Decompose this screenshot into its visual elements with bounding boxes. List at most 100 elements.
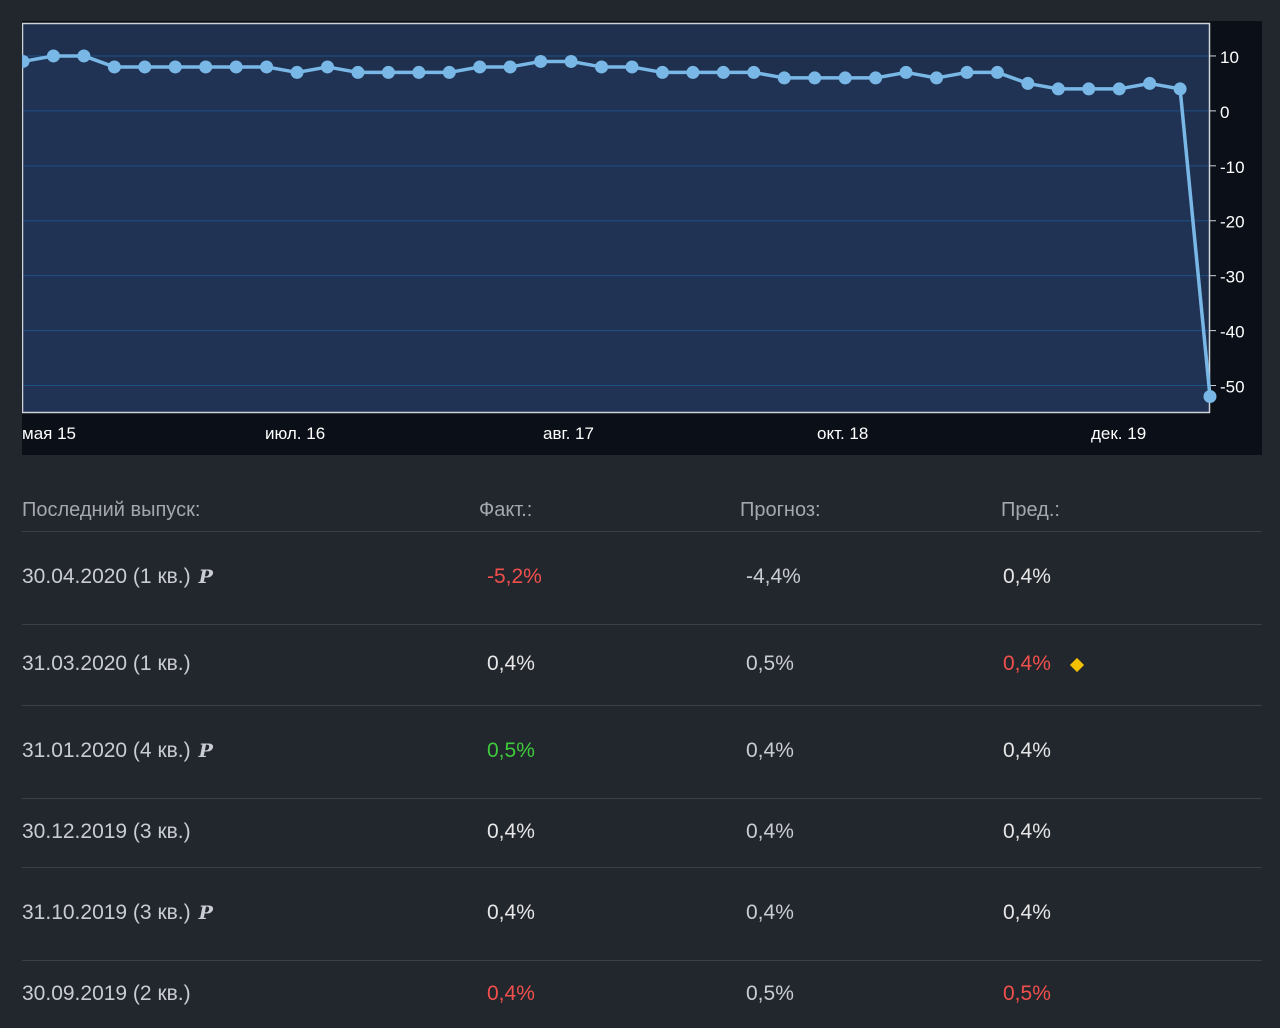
header-forecast: Прогноз: <box>740 499 821 521</box>
preliminary-icon: P <box>198 740 213 762</box>
data-point[interactable] <box>22 54 30 68</box>
data-point[interactable] <box>168 60 182 74</box>
data-point[interactable] <box>321 60 334 74</box>
area-fill <box>23 55 1210 413</box>
plot-border <box>22 22 1211 414</box>
data-point[interactable] <box>77 49 91 63</box>
y-tick-label: -10 <box>1220 158 1245 177</box>
data-point[interactable] <box>686 65 700 79</box>
data-point[interactable] <box>381 65 395 79</box>
forecast-value: 0,5% <box>746 982 794 1005</box>
data-point[interactable] <box>930 71 943 85</box>
x-tick-label: авг. 17 <box>543 424 594 443</box>
data-point[interactable] <box>503 60 517 74</box>
preliminary-icon: P <box>198 566 213 588</box>
data-point[interactable] <box>869 71 883 85</box>
table-row[interactable]: 30.09.2019 (2 кв.) 0,4% 0,5% 0,5% <box>22 961 1262 1028</box>
actual-value: 0,4% <box>487 652 535 675</box>
releases-table: Последний выпуск: Факт.: Прогноз: Пред.:… <box>22 490 1262 1028</box>
data-point[interactable] <box>473 60 487 74</box>
data-point[interactable] <box>960 65 974 79</box>
release-date: 30.04.2020 (1 кв.) P <box>22 565 213 589</box>
data-point[interactable] <box>747 65 761 79</box>
data-point[interactable] <box>1021 76 1035 90</box>
actual-value: 0,4% <box>487 820 535 843</box>
data-point[interactable] <box>534 54 548 68</box>
release-date: 30.09.2019 (2 кв.) <box>22 982 191 1006</box>
release-date-text: 31.03.2020 (1 кв.) <box>22 652 191 675</box>
y-tick-label: -20 <box>1220 213 1245 232</box>
previous-value: 0,4% <box>1003 820 1051 843</box>
data-point[interactable] <box>46 49 60 63</box>
data-point[interactable] <box>199 60 213 74</box>
data-point[interactable] <box>1143 76 1157 90</box>
x-tick-label: дек. 19 <box>1091 424 1146 443</box>
release-date: 31.10.2019 (3 кв.) P <box>22 901 213 925</box>
x-tick-label: июл. 16 <box>265 424 325 443</box>
header-prev: Пред.: <box>1001 499 1060 521</box>
data-point[interactable] <box>260 60 274 74</box>
y-tick-label: -30 <box>1220 268 1245 287</box>
release-date: 30.12.2019 (3 кв.) <box>22 820 191 844</box>
y-tick-label: -40 <box>1220 323 1245 342</box>
y-tick-label: 10 <box>1220 48 1239 67</box>
release-date-text: 31.01.2020 (4 кв.) <box>22 739 191 762</box>
header-fact: Факт.: <box>479 499 533 521</box>
actual-value: 0,4% <box>487 982 535 1005</box>
data-point[interactable] <box>838 71 852 85</box>
data-point[interactable] <box>595 60 609 74</box>
actual-value: 0,5% <box>487 739 535 762</box>
data-point[interactable] <box>1203 390 1217 404</box>
data-point[interactable] <box>564 54 578 68</box>
table-row[interactable]: 31.10.2019 (3 кв.) P 0,4% 0,4% 0,4% <box>22 868 1262 961</box>
table-row[interactable]: 30.04.2020 (1 кв.) P -5,2% -4,4% 0,4% <box>22 532 1262 625</box>
table-header: Последний выпуск: Факт.: Прогноз: Пред.: <box>22 490 1262 532</box>
release-date-text: 30.09.2019 (2 кв.) <box>22 982 191 1005</box>
forecast-value: 0,4% <box>746 901 794 924</box>
x-tick-label: окт. 18 <box>817 424 868 443</box>
release-date-text: 31.10.2019 (3 кв.) <box>22 901 191 924</box>
data-point[interactable] <box>625 60 639 74</box>
release-date-text: 30.04.2020 (1 кв.) <box>22 565 191 588</box>
forecast-value: -4,4% <box>746 565 801 588</box>
data-point[interactable] <box>808 71 822 85</box>
data-point[interactable] <box>107 60 121 74</box>
forecast-value: 0,5% <box>746 652 794 675</box>
series-line <box>22 54 1212 397</box>
previous-value: 0,5% <box>1003 982 1051 1005</box>
data-point[interactable] <box>777 71 791 85</box>
actual-value: -5,2% <box>487 565 542 588</box>
forecast-value: 0,4% <box>746 739 794 762</box>
release-date: 31.01.2020 (4 кв.) P <box>22 739 213 763</box>
data-point[interactable] <box>229 60 243 74</box>
previous-value: 0,4% <box>1003 901 1051 924</box>
data-point[interactable] <box>1082 82 1096 96</box>
chart-panel: 10 0 -10 -20 -30 -40 -50 мая 15 июл. 16 авг. 17 ок… <box>22 21 1262 455</box>
data-point[interactable] <box>990 65 1004 79</box>
data-point[interactable] <box>138 60 152 74</box>
table-row[interactable]: 31.01.2020 (4 кв.) P 0,5% 0,4% 0,4% <box>22 706 1262 799</box>
previous-value: 0,4% <box>1003 652 1051 675</box>
data-point[interactable] <box>351 65 365 79</box>
table-row[interactable]: 30.12.2019 (3 кв.) 0,4% 0,4% 0,4% <box>22 799 1262 868</box>
forecast-value: 0,4% <box>746 820 794 843</box>
data-point[interactable] <box>716 65 730 79</box>
data-point[interactable] <box>290 65 304 79</box>
data-point[interactable] <box>1051 82 1065 96</box>
header-date: Последний выпуск: <box>22 499 201 521</box>
previous-value: 0,4% <box>1003 565 1051 588</box>
data-point[interactable] <box>412 65 426 79</box>
data-point[interactable] <box>655 65 669 79</box>
data-point[interactable] <box>1173 82 1187 96</box>
previous-value: 0,4% <box>1003 739 1051 762</box>
data-point[interactable] <box>442 65 456 79</box>
data-point[interactable] <box>1112 82 1126 96</box>
actual-value: 0,4% <box>487 901 535 924</box>
data-point[interactable] <box>899 65 913 79</box>
table-row[interactable]: 31.03.2020 (1 кв.) 0,4% 0,5% 0,4% <box>22 625 1262 706</box>
line-chart[interactable]: 10 0 -10 -20 -30 -40 -50 мая 15 июл. 16 авг. 17 ок… <box>22 21 1262 455</box>
y-tick-label: 0 <box>1220 103 1229 122</box>
revision-diamond-icon[interactable] <box>1069 657 1085 673</box>
x-tick-label: мая 15 <box>22 424 76 443</box>
